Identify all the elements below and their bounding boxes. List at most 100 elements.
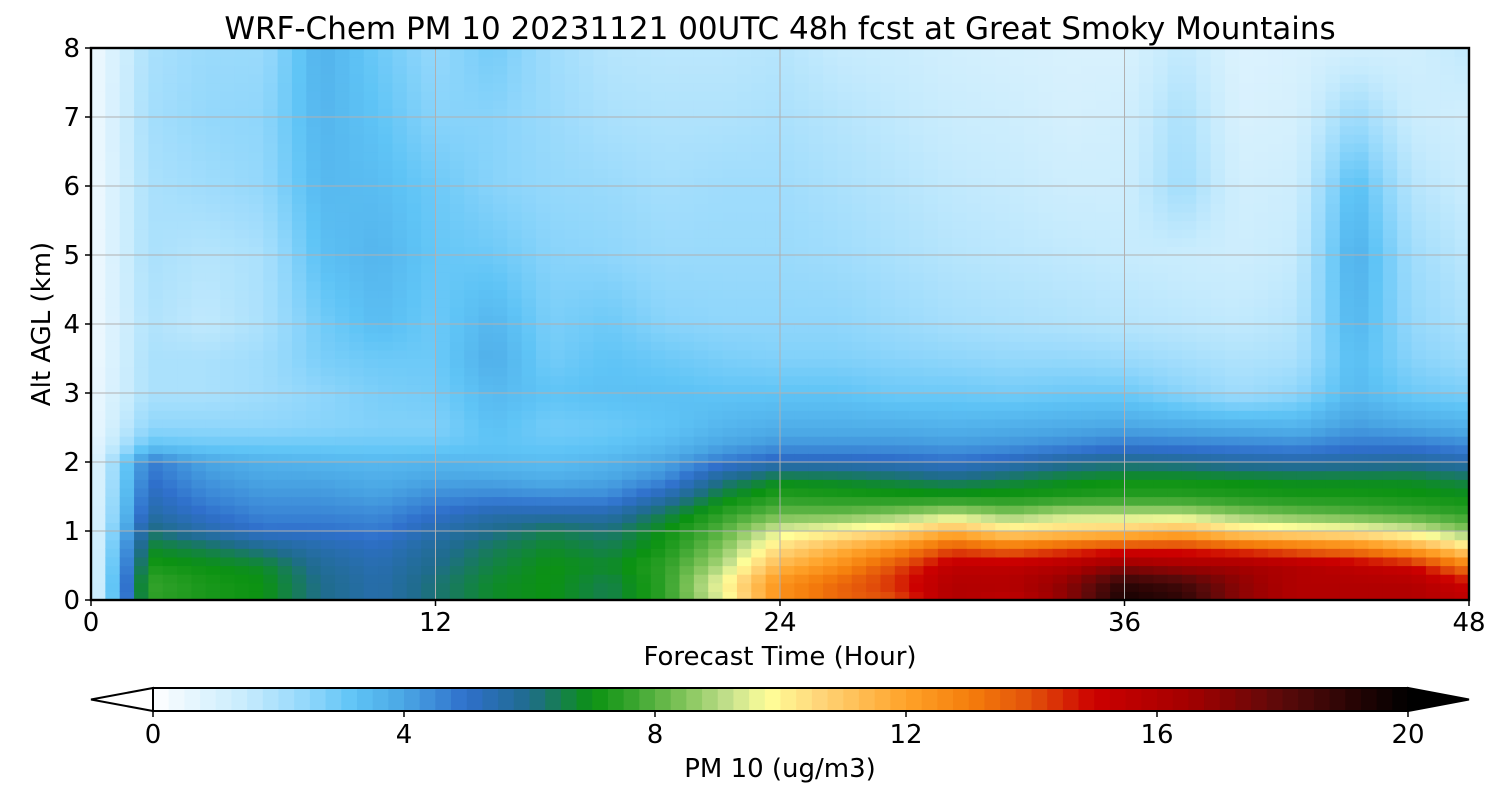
heatmap-cell [880, 556, 896, 567]
heatmap-cell [464, 410, 480, 420]
heatmap-cell [521, 177, 537, 187]
heatmap-cell [851, 522, 867, 532]
heatmap-cell [1038, 56, 1054, 66]
heatmap-cell [464, 393, 480, 403]
heatmap-cell [1124, 582, 1140, 592]
heatmap-cell [205, 436, 221, 446]
heatmap-cell [550, 539, 566, 549]
heatmap-cell [435, 479, 451, 489]
heatmap-cell [923, 470, 939, 480]
heatmap-cell [808, 349, 824, 360]
heatmap-cell [722, 470, 738, 480]
heatmap-cell [894, 462, 910, 472]
heatmap-cell [579, 470, 594, 480]
heatmap-cell [306, 125, 322, 135]
heatmap-cell [751, 229, 767, 239]
heatmap-cell [1052, 324, 1068, 334]
heatmap-cell [851, 246, 867, 256]
heatmap-cell [492, 108, 508, 118]
heatmap-cell [880, 306, 896, 316]
heatmap-cell [177, 194, 193, 204]
heatmap-cell [134, 246, 150, 256]
heatmap-cell [722, 393, 738, 403]
heatmap-cell [1024, 229, 1039, 239]
heatmap-cell [134, 591, 150, 600]
heatmap-cell [1181, 289, 1197, 299]
heatmap-cell [162, 65, 178, 75]
heatmap-cell [894, 341, 910, 351]
heatmap-cell [650, 315, 666, 325]
heatmap-cell [291, 306, 307, 316]
heatmap-cell [1124, 418, 1140, 429]
heatmap-cell [909, 574, 925, 584]
heatmap-cell [449, 255, 465, 265]
heatmap-cell [263, 229, 279, 239]
heatmap-cell [478, 539, 494, 549]
heatmap-cell [320, 255, 336, 265]
heatmap-cell [378, 280, 394, 291]
heatmap-cell [521, 367, 537, 377]
heatmap-cell [220, 574, 236, 584]
heatmap-cell [1095, 375, 1111, 385]
heatmap-cell [1138, 358, 1154, 368]
heatmap-cell [837, 582, 853, 592]
heatmap-cell [1153, 462, 1169, 472]
heatmap-cell [736, 220, 752, 230]
heatmap-cell [392, 272, 408, 282]
heatmap-cell [1181, 194, 1197, 204]
heatmap-cell [1081, 496, 1097, 506]
heatmap-cell [1181, 56, 1197, 66]
heatmap-cell [91, 462, 106, 472]
heatmap-cell [1138, 306, 1154, 316]
heatmap-cell [564, 539, 580, 549]
heatmap-cell [478, 263, 494, 273]
heatmap-cell [91, 324, 106, 334]
heatmap-cell [579, 108, 594, 118]
heatmap-cell [464, 237, 480, 247]
heatmap-cell [1196, 151, 1212, 161]
heatmap-cell [808, 246, 824, 256]
heatmap-cell [306, 82, 322, 92]
heatmap-cell [435, 194, 451, 204]
heatmap-cell [607, 358, 623, 368]
heatmap-cell [966, 548, 982, 558]
heatmap-cell [1110, 246, 1126, 256]
heatmap-cell [722, 306, 738, 316]
heatmap-cell [980, 315, 996, 325]
heatmap-cell [449, 479, 465, 489]
heatmap-cell [765, 194, 781, 204]
heatmap-cell [291, 548, 307, 558]
heatmap-cell [564, 462, 580, 472]
heatmap-cell [622, 332, 638, 342]
heatmap-cell [808, 556, 824, 567]
heatmap-cell [866, 203, 882, 213]
heatmap-cell [564, 229, 580, 239]
heatmap-cell [837, 444, 853, 454]
heatmap-cell [535, 73, 551, 84]
heatmap-cell [492, 65, 508, 75]
heatmap-cell [1081, 505, 1097, 515]
heatmap-cell [650, 401, 666, 411]
heatmap-cell [177, 117, 193, 127]
heatmap-cell [248, 462, 264, 472]
heatmap-cell [134, 358, 150, 368]
heatmap-cell [622, 418, 638, 429]
heatmap-cell [421, 582, 437, 592]
heatmap-cell [134, 436, 150, 446]
heatmap-cell [320, 591, 336, 600]
heatmap-cell [780, 479, 795, 489]
heatmap-cell [866, 211, 882, 222]
heatmap-cell [564, 341, 580, 351]
heatmap-cell [708, 505, 724, 515]
heatmap-cell [449, 160, 465, 170]
heatmap-cell [1138, 496, 1154, 506]
heatmap-cell [1095, 393, 1111, 403]
heatmap-cell [1038, 82, 1054, 92]
heatmap-cell [406, 436, 422, 446]
heatmap-cell [1124, 591, 1140, 600]
heatmap-cell [406, 444, 422, 454]
heatmap-cell [521, 82, 537, 92]
heatmap-cell [751, 298, 767, 308]
heatmap-cell [736, 591, 752, 600]
heatmap-cell [521, 513, 537, 523]
